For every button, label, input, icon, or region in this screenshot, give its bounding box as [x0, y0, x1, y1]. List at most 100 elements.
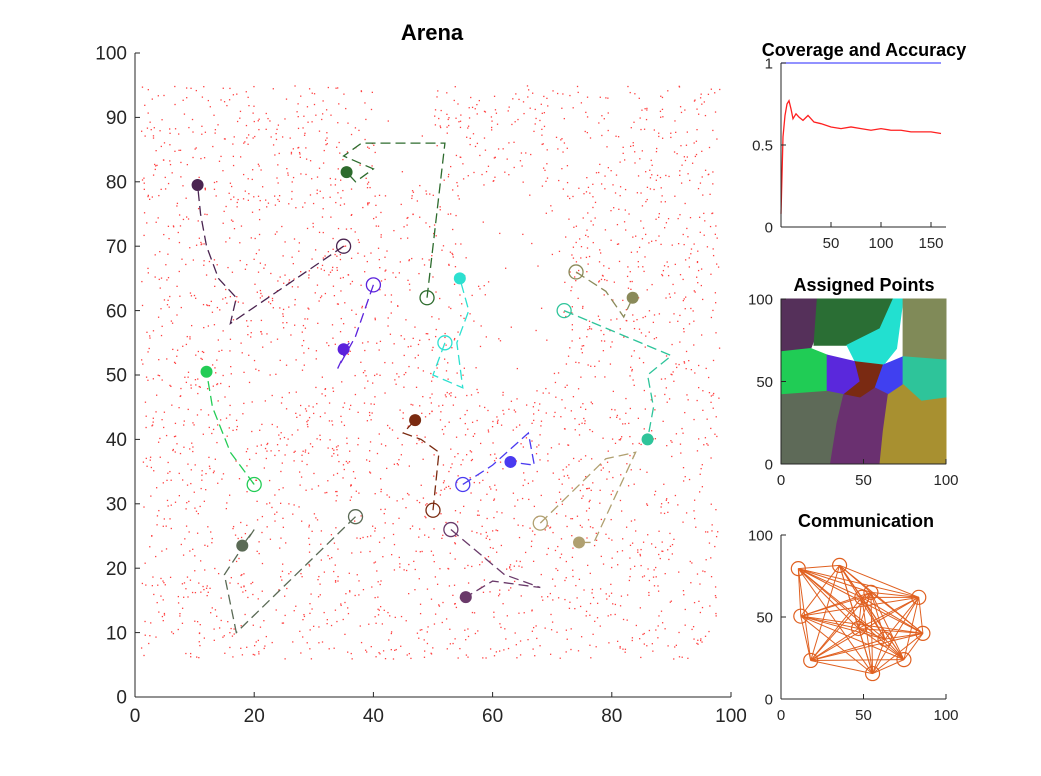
sample-point	[284, 454, 286, 456]
sample-point	[328, 274, 330, 276]
sample-point	[450, 466, 452, 469]
sample-point	[265, 635, 267, 638]
sample-point	[251, 211, 254, 213]
sample-point	[449, 628, 451, 630]
sample-point	[642, 633, 644, 636]
sample-point	[418, 637, 420, 639]
sample-point	[552, 531, 554, 534]
sample-point	[257, 163, 260, 165]
sample-point	[258, 541, 260, 543]
sample-point	[410, 345, 412, 347]
sample-point	[247, 199, 249, 201]
sample-point	[683, 298, 685, 300]
sample-point	[416, 632, 419, 634]
sample-point	[442, 404, 444, 406]
sample-point	[195, 510, 198, 512]
sample-point	[476, 419, 478, 422]
sample-point	[337, 575, 339, 578]
sample-point	[152, 330, 155, 332]
sample-point	[482, 591, 485, 593]
sample-point	[368, 623, 370, 625]
sample-point	[479, 288, 481, 290]
sample-point	[192, 156, 194, 159]
sample-point	[448, 485, 450, 488]
sample-point	[681, 427, 683, 430]
sample-point	[472, 133, 475, 135]
sample-point	[320, 268, 322, 270]
communication-link	[800, 596, 919, 617]
sample-point	[187, 463, 189, 465]
sample-point	[653, 314, 656, 316]
sample-point	[586, 96, 589, 98]
sample-point	[349, 350, 351, 352]
sample-point	[387, 611, 389, 614]
sample-point	[335, 500, 337, 502]
sample-point	[256, 500, 258, 503]
sample-point	[150, 466, 153, 469]
sample-point	[674, 646, 676, 648]
sample-point	[203, 260, 205, 262]
sample-point	[467, 635, 470, 638]
sample-point	[474, 145, 477, 148]
sample-point	[397, 437, 399, 439]
sample-point	[716, 435, 718, 438]
sample-point	[211, 311, 214, 313]
sample-point	[206, 585, 208, 587]
sample-point	[327, 480, 329, 482]
sample-point	[326, 132, 328, 134]
sample-point	[230, 366, 232, 368]
sample-point	[542, 143, 544, 145]
sample-point	[191, 591, 194, 594]
sample-point	[594, 217, 596, 219]
sample-point	[321, 113, 324, 115]
sample-point	[686, 227, 688, 230]
sample-point	[697, 269, 700, 272]
sample-point	[632, 379, 634, 381]
sample-point	[398, 272, 400, 274]
sample-point	[483, 184, 485, 186]
sample-point	[312, 202, 315, 205]
sample-point	[347, 462, 349, 464]
sample-point	[665, 355, 668, 357]
sample-point	[211, 537, 213, 540]
communication-link	[918, 597, 924, 634]
sample-point	[706, 246, 709, 248]
sample-point	[608, 642, 610, 644]
sample-point	[312, 222, 314, 225]
sample-point	[513, 166, 515, 169]
sample-point	[332, 266, 334, 269]
sample-point	[152, 378, 155, 380]
sample-point	[487, 555, 490, 558]
sample-point	[575, 261, 578, 263]
sample-point	[149, 459, 151, 461]
sample-point	[646, 198, 648, 201]
sample-point	[265, 112, 267, 115]
sample-point	[251, 581, 254, 584]
sample-point	[147, 195, 149, 198]
sample-point	[646, 503, 648, 505]
sample-point	[407, 279, 409, 281]
sample-point	[354, 326, 356, 329]
sample-point	[403, 569, 405, 571]
sample-point	[700, 268, 703, 270]
sample-point	[630, 469, 632, 471]
sample-point	[340, 415, 342, 418]
arena-x-tick-label: 40	[363, 706, 384, 727]
sample-point	[646, 109, 648, 111]
sample-point	[614, 409, 616, 411]
sample-point	[502, 148, 504, 150]
sample-point	[658, 530, 660, 532]
sample-point	[604, 175, 606, 177]
sample-point	[316, 192, 318, 195]
sample-point	[459, 647, 461, 650]
sample-point	[573, 226, 575, 228]
sample-point	[286, 587, 288, 590]
sample-point	[668, 293, 671, 295]
sample-point	[393, 343, 395, 345]
sample-point	[498, 338, 500, 340]
sample-point	[438, 318, 440, 320]
sample-point	[572, 246, 575, 248]
agent-start-marker	[568, 264, 584, 280]
sample-point	[211, 542, 213, 544]
sample-point	[347, 341, 350, 343]
